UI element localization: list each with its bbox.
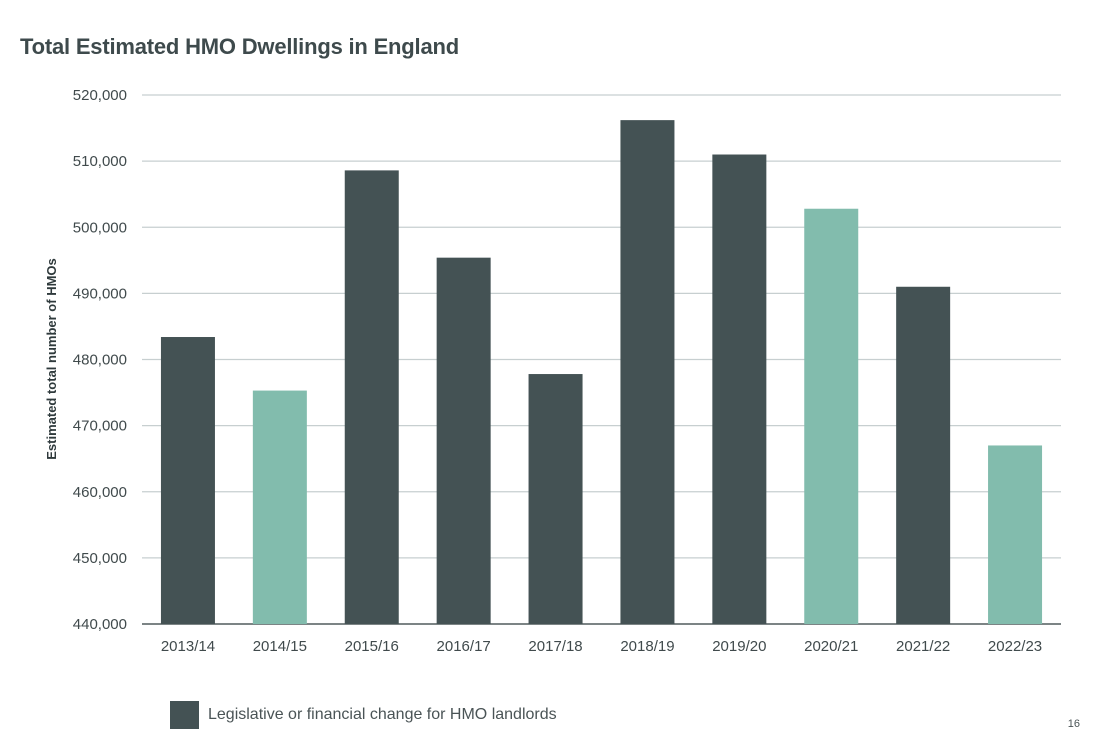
- bar-2014-15: [252, 390, 307, 624]
- y-tick-label: 450,000: [73, 550, 127, 567]
- page-number: 16: [1067, 718, 1080, 730]
- x-tick-label: 2018/19: [620, 638, 674, 655]
- y-tick-label: 470,000: [73, 418, 127, 435]
- bar-2018-19: [620, 120, 675, 624]
- bar-2017-18: [528, 374, 583, 624]
- x-tick-label: 2022/23: [988, 638, 1042, 655]
- x-tick-label: 2019/20: [712, 638, 766, 655]
- bar-2022-23: [988, 445, 1043, 624]
- bar-2021-22: [896, 286, 951, 624]
- y-tick-label: 490,000: [73, 285, 127, 302]
- x-tick-label: 2017/18: [528, 638, 582, 655]
- x-axis-tick-labels: 2013/14 2014/15 2015/16 2016/17 2017/18 2018/…: [161, 638, 1042, 655]
- x-tick-label: 2013/14: [161, 638, 215, 655]
- x-tick-label: 2021/22: [896, 638, 950, 655]
- legend-label: Legislative or financial change for HMO …: [208, 706, 557, 723]
- y-axis-tick-labels: 440,000 450,000 460,000 470,000 480,000 490,0…: [73, 87, 127, 633]
- y-tick-label: 510,000: [73, 153, 127, 170]
- y-axis-title: Estimated total number of HMOs: [44, 258, 59, 460]
- y-tick-label: 460,000: [73, 484, 127, 501]
- bar-2019-20: [712, 154, 767, 624]
- bar-2016-17: [436, 257, 491, 624]
- chart-title: Total Estimated HMO Dwellings in England: [20, 34, 459, 59]
- legend-swatch: [170, 701, 199, 729]
- y-tick-label: 520,000: [73, 87, 127, 104]
- x-tick-label: 2015/16: [345, 638, 399, 655]
- bar-2013-14: [160, 337, 215, 624]
- y-tick-label: 480,000: [73, 352, 127, 369]
- bar-2020-21: [804, 208, 859, 625]
- x-tick-label: 2014/15: [253, 638, 307, 655]
- bar-2015-16: [344, 170, 399, 624]
- bars: [160, 120, 1043, 625]
- y-tick-label: 440,000: [73, 616, 127, 633]
- y-tick-label: 500,000: [73, 219, 127, 236]
- x-tick-label: 2016/17: [437, 638, 491, 655]
- legend: Legislative or financial change for HMO …: [170, 701, 557, 729]
- x-tick-label: 2020/21: [804, 638, 858, 655]
